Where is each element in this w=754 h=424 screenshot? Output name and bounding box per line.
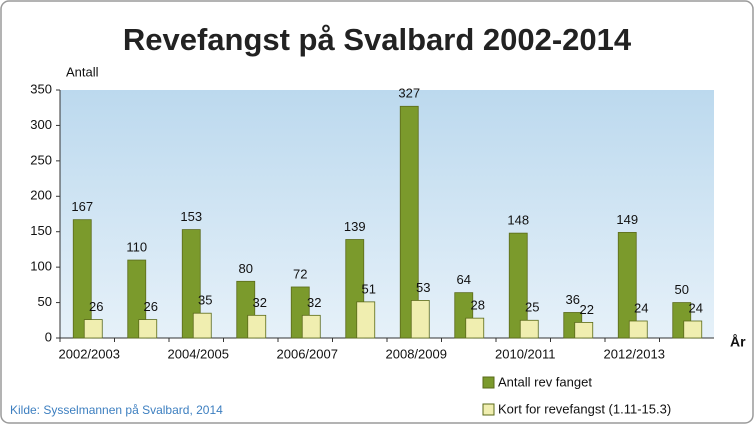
y-tick-label: 350 [30, 81, 52, 96]
data-label: 25 [525, 300, 539, 315]
bar [192, 312, 212, 339]
data-label: 327 [398, 86, 420, 101]
x-tick-label: 2010/2011 [495, 346, 556, 361]
data-label: 24 [689, 300, 703, 315]
x-tick-label: 2012/2013 [604, 346, 665, 361]
x-tick-label: 2004/2005 [168, 346, 229, 361]
data-label: 110 [126, 239, 147, 254]
data-label: 148 [507, 213, 529, 228]
bar [127, 259, 147, 339]
data-label: 35 [198, 293, 212, 308]
y-tick-label: 200 [30, 188, 52, 203]
source: Kilde: Sysselmannen på Svalbard, 2014 [10, 403, 223, 417]
y-tick-label: 0 [45, 329, 52, 344]
bar [181, 229, 201, 339]
data-label: 22 [580, 302, 594, 317]
x-tick-label: 2002/2003 [59, 346, 120, 361]
data-label: 72 [293, 266, 307, 281]
bar [683, 320, 703, 339]
bar [628, 320, 648, 339]
data-label: 32 [307, 295, 321, 310]
data-label: 139 [344, 219, 366, 234]
data-label: 53 [416, 280, 430, 295]
bar [465, 317, 485, 339]
y-axis-label: Antall [66, 64, 99, 79]
bar [399, 105, 419, 339]
data-label: 149 [616, 212, 638, 227]
legend-label: Antall rev fanget [498, 374, 592, 389]
bar [138, 319, 158, 339]
data-label: 50 [675, 282, 689, 297]
bar [617, 232, 637, 339]
data-label: 153 [180, 209, 202, 224]
legend-swatch [482, 403, 495, 416]
data-label: 32 [253, 295, 267, 310]
bar [519, 319, 539, 339]
data-label: 26 [144, 299, 158, 314]
data-label: 51 [362, 281, 376, 296]
y-tick-label: 50 [38, 294, 52, 309]
bar [410, 300, 430, 339]
data-label: 36 [566, 292, 580, 307]
bar [508, 232, 528, 339]
legend-swatch [482, 376, 495, 389]
x-axis-label: År [730, 334, 746, 350]
data-label: 24 [634, 300, 648, 315]
bar [574, 322, 594, 339]
plot-area [60, 90, 714, 338]
bar [247, 314, 267, 339]
y-tick-label: 250 [30, 152, 52, 167]
y-tick-label: 300 [30, 117, 52, 132]
data-label: 26 [89, 299, 103, 314]
y-tick-label: 100 [30, 259, 52, 274]
bar [301, 314, 321, 339]
x-tick-label: 2008/2009 [386, 346, 447, 361]
data-label: 28 [471, 298, 485, 313]
legend-label: Kort for revefangst (1.11-15.3) [498, 401, 671, 416]
y-tick-label: 150 [30, 223, 52, 238]
bar [72, 219, 92, 339]
chart-title: Revefangst på Svalbard 2002-2014 [123, 22, 632, 57]
data-label: 64 [457, 272, 471, 287]
data-label: 167 [71, 199, 93, 214]
x-tick-label: 2006/2007 [277, 346, 338, 361]
data-label: 80 [239, 261, 253, 276]
bar [356, 301, 376, 339]
bar [83, 319, 103, 339]
